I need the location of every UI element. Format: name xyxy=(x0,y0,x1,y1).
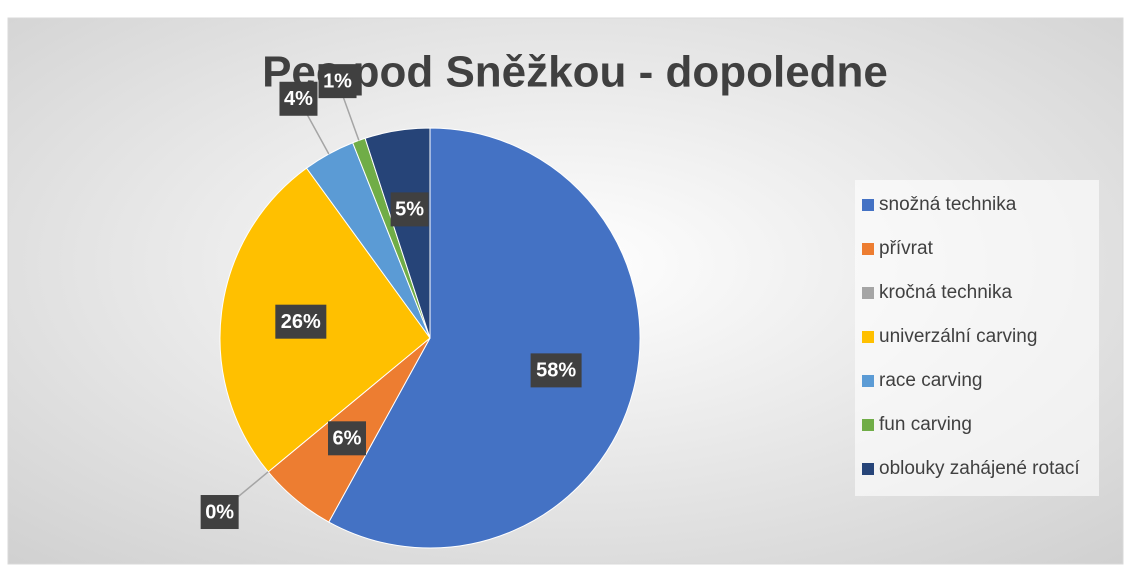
legend-label: race carving xyxy=(879,370,983,391)
data-label-box xyxy=(275,304,327,339)
data-label: 1% xyxy=(323,70,352,92)
legend xyxy=(855,180,1099,496)
legend-label: snožná technika xyxy=(879,194,1017,215)
legend-label: kročná technika xyxy=(879,282,1013,303)
data-label-box xyxy=(318,64,357,99)
pie-slice xyxy=(364,127,431,339)
data-label: 5% xyxy=(395,199,424,221)
data-label: 26% xyxy=(281,311,321,333)
data-label: 0% xyxy=(205,501,234,523)
data-label: 6% xyxy=(333,428,362,450)
data-label-box xyxy=(328,421,367,456)
pie-slice xyxy=(328,127,641,549)
data-label: 4% xyxy=(284,88,313,110)
legend-swatch xyxy=(862,419,874,431)
legend-label: univerzální carving xyxy=(879,326,1037,347)
legend-swatch xyxy=(862,331,874,343)
chart-title: Pec pod Sněžkou - dopoledne xyxy=(262,48,888,97)
legend-label: fun carving xyxy=(879,414,972,435)
legend-swatch xyxy=(862,287,874,299)
data-label-box xyxy=(200,495,239,530)
legend-swatch xyxy=(862,375,874,387)
legend-swatch xyxy=(862,199,874,211)
data-label: 58% xyxy=(536,360,576,382)
data-label-box xyxy=(279,81,318,116)
data-label-box xyxy=(390,192,429,227)
data-label-box xyxy=(530,353,582,388)
legend-swatch xyxy=(862,243,874,255)
legend-label: přívrat xyxy=(879,238,934,259)
legend-label: oblouky zahájené rotací xyxy=(879,458,1080,479)
legend-swatch xyxy=(862,463,874,475)
